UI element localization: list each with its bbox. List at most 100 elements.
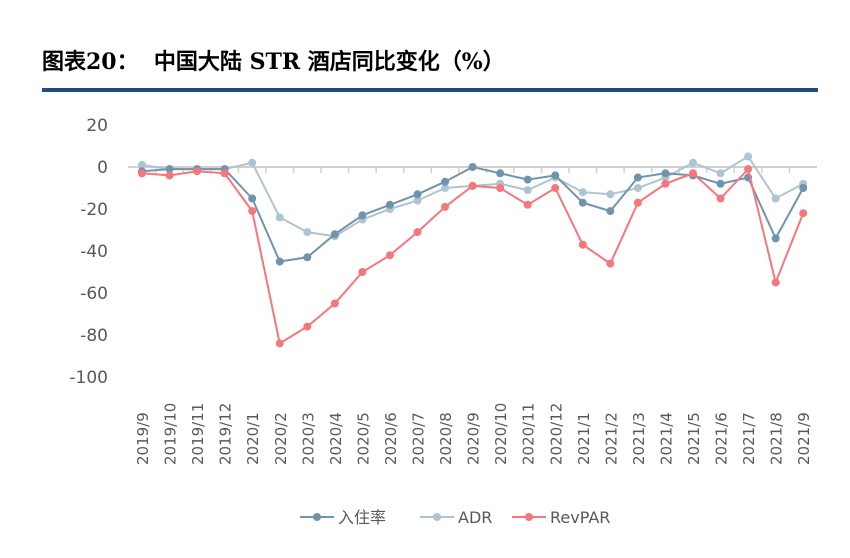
x-tick-label: 2019/12	[217, 403, 235, 465]
data-point	[138, 160, 146, 169]
data-point	[330, 230, 339, 239]
data-point	[413, 228, 422, 237]
x-tick-label: 2021/7	[740, 412, 758, 465]
data-point	[303, 322, 312, 331]
data-point	[661, 179, 670, 188]
data-point	[441, 177, 450, 186]
data-point	[744, 165, 753, 174]
data-point	[413, 190, 422, 199]
legend-label: RevPAR	[550, 508, 610, 527]
x-tick-label: 2021/6	[713, 412, 731, 465]
data-point	[633, 198, 642, 207]
data-point	[771, 278, 780, 287]
data-point	[633, 184, 642, 192]
series-line-RevPAR	[141, 167, 805, 345]
data-point	[468, 181, 477, 190]
data-point	[523, 200, 532, 209]
data-point	[523, 186, 532, 195]
x-tick-label: 2021/4	[657, 412, 675, 465]
data-point	[468, 163, 477, 171]
data-point	[661, 169, 670, 178]
data-point	[165, 171, 174, 180]
data-point	[496, 184, 505, 192]
data-point	[330, 299, 339, 308]
data-point	[716, 179, 725, 188]
data-point	[441, 184, 450, 192]
x-tick-label: 2020/3	[299, 412, 317, 465]
y-tick-label: -80	[80, 326, 108, 346]
x-tick-label: 2020/7	[410, 412, 428, 465]
x-tick-label: 2020/5	[354, 412, 372, 465]
data-point	[358, 211, 367, 220]
data-point	[385, 251, 394, 260]
title-rule	[42, 88, 818, 92]
data-point	[551, 171, 560, 180]
y-tick-label: 20	[86, 116, 108, 136]
x-tick-label: 2021/1	[575, 412, 593, 465]
data-point	[633, 173, 642, 182]
chart-title: 图表20： 中国大陆 STR 酒店同比变化（%）	[42, 49, 505, 75]
x-tick-label: 2020/1	[244, 412, 262, 465]
data-point	[303, 228, 312, 237]
y-tick-label: -20	[80, 200, 108, 220]
data-point	[275, 257, 284, 266]
y-tick-label: -100	[69, 368, 108, 388]
data-point	[220, 169, 229, 178]
data-point	[716, 169, 725, 178]
x-tick-label: 2021/2	[602, 412, 620, 465]
x-tick-label: 2020/10	[492, 403, 510, 465]
x-tick-label: 2019/9	[134, 412, 152, 465]
data-point	[441, 202, 450, 211]
data-point	[413, 196, 422, 205]
data-point	[248, 158, 257, 167]
data-point	[523, 175, 532, 184]
data-point	[496, 169, 505, 178]
y-tick-label: 0	[97, 158, 108, 178]
x-tick-label: 2019/11	[189, 403, 207, 465]
data-point	[385, 200, 394, 209]
y-tick-label: -40	[80, 242, 108, 262]
data-point	[275, 339, 284, 348]
y-tick-label: -60	[80, 284, 108, 304]
data-point	[303, 253, 312, 262]
data-point	[799, 209, 808, 218]
data-point	[689, 158, 697, 167]
legend-label: ADR	[458, 508, 492, 527]
data-point	[551, 184, 560, 192]
data-point	[248, 207, 257, 216]
series-line-入住率	[141, 165, 805, 263]
x-tick-label: 2021/5	[685, 412, 703, 465]
x-tick-label: 2020/2	[272, 412, 290, 465]
data-point	[248, 194, 257, 203]
data-point	[606, 259, 615, 268]
data-point	[578, 240, 587, 249]
x-tick-label: 2020/11	[520, 403, 538, 465]
data-point	[606, 207, 615, 216]
data-point	[716, 194, 725, 203]
data-point	[165, 165, 174, 174]
x-tick-label: 2020/6	[382, 412, 400, 465]
data-point	[744, 152, 753, 161]
data-point	[799, 184, 808, 192]
x-tick-label: 2020/4	[327, 412, 345, 465]
data-point	[606, 190, 615, 199]
x-tick-label: 2020/8	[437, 412, 455, 465]
x-tick-label: 2021/9	[795, 412, 813, 465]
legend-marker	[313, 513, 321, 521]
legend-label: 入住率	[338, 508, 386, 527]
legend-marker	[433, 513, 441, 521]
x-tick-label: 2020/9	[465, 412, 483, 465]
x-tick-label: 2019/10	[162, 403, 180, 465]
data-point	[358, 268, 367, 276]
data-point	[578, 198, 587, 207]
data-point	[771, 234, 780, 243]
data-point	[771, 194, 780, 203]
x-tick-label: 2021/3	[630, 412, 648, 465]
data-point	[193, 167, 202, 176]
x-tick-label: 2021/8	[768, 412, 786, 465]
legend-marker	[525, 513, 533, 521]
data-point	[138, 169, 146, 178]
data-point	[578, 188, 587, 197]
data-point	[689, 169, 697, 178]
